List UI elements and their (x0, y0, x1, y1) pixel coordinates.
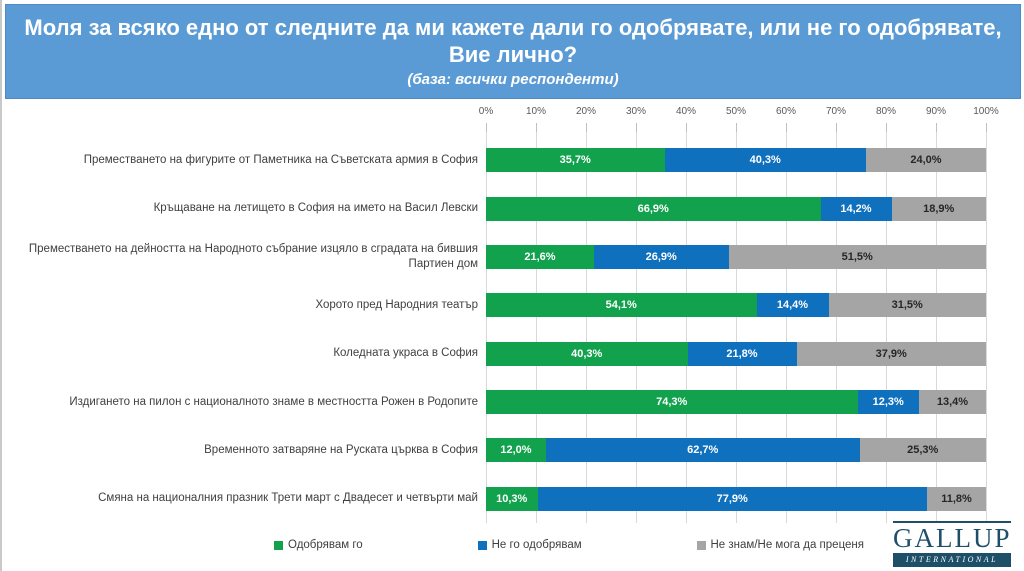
x-axis-tick-label: 0% (478, 106, 494, 117)
x-axis-tick (686, 123, 687, 132)
gridline (736, 132, 737, 523)
bar-segment-dont-know: 11,8% (927, 486, 986, 511)
x-axis-tick-label: 80% (875, 106, 897, 117)
gridline (886, 132, 887, 523)
bar-segment-disapprove: 21,8% (687, 341, 797, 366)
bar-segment-disapprove: 14,2% (820, 196, 892, 221)
legend-item-approve: Одобрявам го (274, 539, 363, 551)
x-axis-tick-label: 90% (925, 106, 947, 117)
x-axis-tick (486, 123, 487, 132)
bar-segment-approve: 40,3% (486, 341, 688, 366)
x-axis-tick-label: 30% (625, 106, 647, 117)
legend-label: Одобрявам го (288, 539, 363, 551)
bar-segment-disapprove: 77,9% (537, 486, 927, 511)
legend-swatch-disapprove (477, 540, 487, 550)
legend-item-dont-know: Не знам/Не мога да преценя (696, 539, 865, 551)
bar-segment-disapprove: 40,3% (664, 148, 866, 173)
logo-rule (893, 521, 1011, 523)
gridline (686, 132, 687, 523)
x-axis-tick (836, 123, 837, 132)
bar-segment-approve: 10,3% (486, 486, 538, 511)
bar-row: 10,3% 77,9% 11,8% (486, 486, 986, 511)
bar-row: 21,6% 26,9% 51,5% (486, 244, 986, 269)
logo-name: GALLUP (893, 523, 1012, 553)
bar-segment-approve: 35,7% (486, 148, 665, 173)
bar-row: 66,9% 14,2% 18,9% (486, 196, 986, 221)
x-axis-tick-label: 10% (525, 106, 547, 117)
legend-swatch-dont-know (696, 540, 706, 550)
bar-segment-disapprove: 26,9% (594, 244, 729, 269)
bar-segment-approve: 54,1% (486, 293, 757, 318)
gridline (586, 132, 587, 523)
question-banner: Моля за всяко едно от следните да ми каж… (5, 4, 1021, 99)
bar-row: 74,3% 12,3% 13,4% (486, 390, 986, 415)
logo-subname: INTERNATIONAL (893, 553, 1011, 567)
bar-row: 54,1% 14,4% 31,5% (486, 293, 986, 318)
bar-segment-approve: 66,9% (486, 196, 821, 221)
category-label: Смяна на националния празник Трети март … (98, 492, 478, 505)
bar-segment-approve: 74,3% (486, 390, 858, 415)
bar-segment-disapprove: 14,4% (756, 293, 829, 318)
question-title: Моля за всяко едно от следните да ми каж… (6, 15, 1020, 69)
x-axis-tick (586, 123, 587, 132)
x-axis-tick (536, 123, 537, 132)
bar-row: 35,7% 40,3% 24,0% (486, 148, 986, 173)
category-label: Коледната украса в София (333, 347, 478, 360)
x-axis-tick (936, 123, 937, 132)
x-axis-tick-label: 50% (725, 106, 747, 117)
x-axis-tick-label: 100% (973, 106, 999, 117)
bar-segment-approve: 12,0% (486, 438, 546, 463)
category-label: Издигането на пилон с националното знаме… (69, 395, 478, 408)
bar-segment-disapprove: 62,7% (546, 438, 860, 463)
x-axis-tick-label: 70% (825, 106, 847, 117)
category-label: Преместването на дейността на Народното … (28, 243, 478, 270)
gridline (986, 132, 987, 523)
bar-segment-approve: 21,6% (486, 244, 594, 269)
legend-label: Не го одобрявам (491, 539, 582, 551)
x-axis-tick-label: 60% (775, 106, 797, 117)
x-axis-tick (636, 123, 637, 132)
bar-segment-dont-know: 31,5% (828, 293, 986, 318)
legend-label: Не знам/Не мога да преценя (710, 539, 865, 551)
legend-swatch-approve (274, 540, 283, 550)
bar-row: 40,3% 21,8% 37,9% (486, 341, 986, 366)
x-axis-tick (786, 123, 787, 132)
gridline (486, 132, 487, 523)
category-label: Хорото пред Народния театър (315, 298, 478, 311)
category-label: Кръщаване на летището в София на името н… (153, 202, 478, 215)
bar-segment-disapprove: 12,3% (857, 390, 919, 415)
bar-row: 12,0% 62,7% 25,3% (486, 438, 986, 463)
chart-legend: Одобрявам го Не го одобрявам Не знам/Не мо… (274, 539, 864, 551)
x-axis-tick (886, 123, 887, 132)
bar-segment-dont-know: 24,0% (866, 148, 986, 173)
bar-segment-dont-know: 51,5% (728, 244, 986, 269)
x-axis-tick (986, 123, 987, 132)
question-subtitle: (база: всички респонденти) (407, 71, 619, 89)
x-axis-tick-label: 40% (675, 106, 697, 117)
gallup-international-logo: GALLUP INTERNATIONAL (893, 521, 1011, 567)
gridline (836, 132, 837, 523)
gridline (636, 132, 637, 523)
legend-item-disapprove: Не го одобрявам (477, 539, 582, 551)
x-axis-tick-label: 20% (575, 106, 597, 117)
gridline (936, 132, 937, 523)
gridline (786, 132, 787, 523)
bar-segment-dont-know: 13,4% (919, 390, 986, 415)
bar-segment-dont-know: 25,3% (859, 438, 986, 463)
category-label: Преместването на фигурите от Паметника н… (83, 153, 478, 166)
bar-segment-dont-know: 18,9% (891, 196, 986, 221)
category-label: Временното затваряне на Руската църква в… (204, 443, 478, 456)
bar-segment-dont-know: 37,9% (796, 341, 986, 366)
x-axis-tick (736, 123, 737, 132)
gridline (536, 132, 537, 523)
question-title-line1: Моля за всяко едно от следните да ми каж… (24, 14, 1002, 40)
question-title-line2: Вие лично? (448, 41, 578, 67)
